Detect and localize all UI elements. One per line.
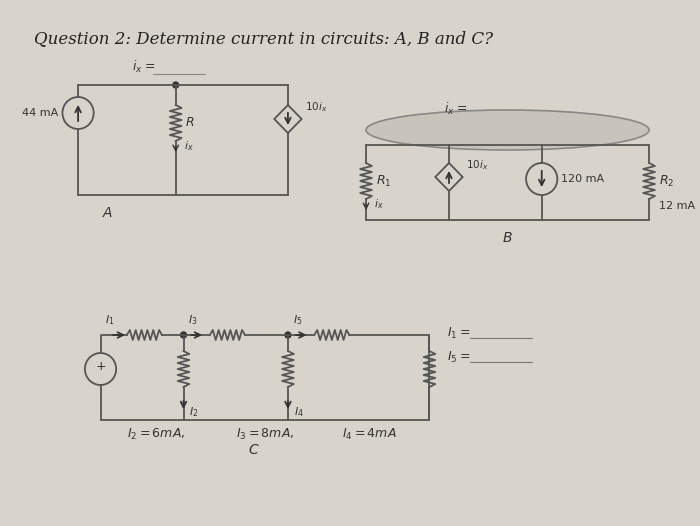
- Text: C: C: [249, 443, 259, 457]
- Text: 44 mA: 44 mA: [22, 108, 59, 118]
- Text: $10i_x$: $10i_x$: [466, 158, 488, 172]
- Text: $I_1$: $I_1$: [106, 313, 115, 327]
- Text: $i_x$: $i_x$: [183, 139, 193, 153]
- Text: $R_1$: $R_1$: [376, 174, 391, 188]
- Text: $I_2 = 6mA,$: $I_2 = 6mA,$: [127, 427, 186, 442]
- Text: $I_4 = 4mA$: $I_4 = 4mA$: [342, 427, 396, 442]
- Text: $i_x$: $i_x$: [374, 197, 384, 211]
- Text: $R_2$: $R_2$: [659, 174, 674, 188]
- Circle shape: [285, 332, 291, 338]
- Text: $i_x$ =: $i_x$ =: [444, 101, 468, 117]
- Circle shape: [173, 82, 178, 88]
- Text: B: B: [503, 231, 512, 245]
- Text: Question 2: Determine current in circuits: A, B and C?: Question 2: Determine current in circuit…: [34, 30, 493, 47]
- Circle shape: [446, 142, 452, 148]
- Text: $I_2$: $I_2$: [190, 405, 199, 419]
- Text: $I_5 =$: $I_5 =$: [447, 350, 470, 365]
- Text: $I_3 = 8mA,$: $I_3 = 8mA,$: [237, 427, 295, 442]
- Text: $I_1 =$: $I_1 =$: [447, 326, 470, 341]
- Text: $I_4$: $I_4$: [294, 405, 304, 419]
- Text: R: R: [186, 116, 194, 129]
- Text: $i_x$ =: $i_x$ =: [132, 59, 156, 75]
- Ellipse shape: [366, 110, 649, 150]
- Circle shape: [539, 142, 545, 148]
- Text: 120 mA: 120 mA: [561, 174, 604, 184]
- Text: $I_5$: $I_5$: [293, 313, 302, 327]
- Circle shape: [181, 332, 186, 338]
- Text: +: +: [95, 360, 106, 373]
- Text: $10i_x$: $10i_x$: [304, 100, 327, 114]
- Text: 12 mA: 12 mA: [659, 201, 695, 211]
- Text: $I_3$: $I_3$: [188, 313, 198, 327]
- Text: A: A: [103, 206, 112, 220]
